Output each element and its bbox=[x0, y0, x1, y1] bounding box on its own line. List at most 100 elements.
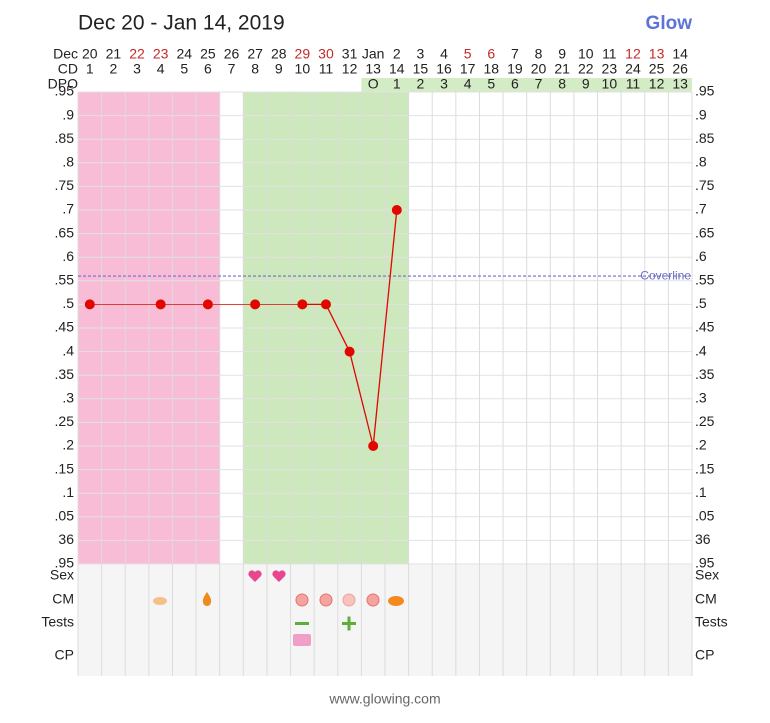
x-tick-label: 27 bbox=[247, 46, 263, 62]
cd-label: 24 bbox=[625, 61, 641, 77]
event-row-label: CM bbox=[52, 591, 74, 607]
y-tick-label-right: .25 bbox=[695, 413, 715, 429]
cd-label: 13 bbox=[365, 61, 381, 77]
temp-point bbox=[344, 346, 355, 357]
dpo-label: 3 bbox=[440, 76, 448, 92]
cm-icon bbox=[342, 593, 356, 607]
cd-label: 11 bbox=[319, 61, 334, 77]
y-tick-label-right: .8 bbox=[695, 154, 707, 170]
test-negative bbox=[295, 622, 309, 625]
cd-label: 19 bbox=[507, 61, 523, 77]
cd-label: 17 bbox=[460, 61, 476, 77]
y-tick-label-right: 36 bbox=[695, 531, 711, 547]
dpo-label: 8 bbox=[558, 76, 566, 92]
grid bbox=[77, 78, 693, 676]
chart-title: Dec 20 - Jan 14, 2019 bbox=[78, 12, 285, 35]
x-tick-label: 31 bbox=[342, 46, 358, 62]
y-tick-label-right: .95 bbox=[695, 555, 715, 571]
y-tick-label-right: .75 bbox=[695, 177, 715, 193]
y-tick-label: .65 bbox=[55, 224, 75, 240]
cd-label: 3 bbox=[133, 61, 141, 77]
x-tick-label: 12 bbox=[625, 46, 641, 62]
temp-segment bbox=[348, 351, 374, 447]
row-label: CD bbox=[58, 61, 78, 77]
y-tick-label-right: .05 bbox=[695, 508, 715, 524]
brand: Glow bbox=[646, 13, 693, 34]
cd-label: 8 bbox=[251, 61, 259, 77]
temp-point bbox=[155, 299, 166, 310]
y-tick-label: .45 bbox=[55, 319, 75, 335]
y-tick-label-right: .4 bbox=[695, 342, 707, 358]
cm-icon bbox=[295, 593, 309, 607]
dpo-label: 5 bbox=[487, 76, 495, 92]
x-tick-label: 29 bbox=[295, 46, 311, 62]
y-tick-label: .6 bbox=[62, 248, 74, 264]
y-tick-label: .85 bbox=[55, 130, 75, 146]
dpo-label: 12 bbox=[649, 76, 665, 92]
cd-label: 21 bbox=[554, 61, 570, 77]
y-tick-label: .8 bbox=[62, 154, 74, 170]
y-tick-label: .75 bbox=[55, 177, 75, 193]
row-label: DPO bbox=[48, 76, 78, 92]
x-tick-label: 23 bbox=[153, 46, 169, 62]
cd-label: 9 bbox=[275, 61, 283, 77]
temp-point bbox=[250, 299, 261, 310]
y-tick-label-right: .35 bbox=[695, 366, 715, 382]
temp-point bbox=[84, 299, 95, 310]
y-tick-label-right: .1 bbox=[695, 484, 707, 500]
x-tick-label: Jan bbox=[362, 46, 385, 62]
dpo-label: 10 bbox=[602, 76, 618, 92]
x-tick-label: 2 bbox=[393, 46, 401, 62]
temp-segment bbox=[325, 304, 351, 352]
cm-icon bbox=[202, 592, 212, 606]
y-tick-label-right: .85 bbox=[695, 130, 715, 146]
cd-label: 12 bbox=[342, 61, 358, 77]
y-tick-label: .2 bbox=[62, 437, 74, 453]
dpo-label: 13 bbox=[672, 76, 688, 92]
sex-icon bbox=[248, 570, 262, 582]
x-tick-label: 6 bbox=[487, 46, 495, 62]
x-tick-label: 9 bbox=[558, 46, 566, 62]
y-tick-label: .55 bbox=[55, 272, 75, 288]
dpo-label: 4 bbox=[464, 76, 472, 92]
test-positive bbox=[347, 616, 351, 631]
temp-point bbox=[391, 205, 402, 215]
dpo-label: 2 bbox=[417, 76, 425, 92]
y-tick-label-right: .15 bbox=[695, 460, 715, 476]
x-tick-label: 25 bbox=[200, 46, 216, 62]
x-tick-label: 26 bbox=[224, 46, 240, 62]
dpo-label: 6 bbox=[511, 76, 519, 92]
x-tick-label: 22 bbox=[129, 46, 145, 62]
dpo-band bbox=[361, 78, 692, 92]
x-tick-label: 8 bbox=[535, 46, 543, 62]
x-tick-label: 21 bbox=[106, 46, 122, 62]
y-tick-label-right: .95 bbox=[695, 83, 715, 99]
y-tick-label-right: .6 bbox=[695, 248, 707, 264]
y-tick-label-right: .55 bbox=[695, 272, 715, 288]
event-row-label-right: CM bbox=[695, 591, 717, 607]
cd-label: 20 bbox=[531, 61, 547, 77]
cd-label: 10 bbox=[295, 61, 311, 77]
row-label: Dec bbox=[53, 46, 78, 62]
cd-label: 2 bbox=[110, 61, 118, 77]
dpo-label: O bbox=[368, 76, 379, 92]
temp-point bbox=[320, 299, 331, 310]
dpo-label: 1 bbox=[393, 76, 401, 92]
cd-label: 4 bbox=[157, 61, 165, 77]
y-tick-label: .35 bbox=[55, 366, 75, 382]
event-row-label-right: Sex bbox=[695, 567, 719, 583]
x-tick-label: 14 bbox=[672, 46, 688, 62]
cd-label: 15 bbox=[413, 61, 429, 77]
cp-icon bbox=[293, 634, 311, 646]
x-tick-label: 30 bbox=[318, 46, 334, 62]
y-tick-label: .15 bbox=[55, 460, 75, 476]
cd-label: 22 bbox=[578, 61, 594, 77]
y-tick-label: .7 bbox=[62, 201, 74, 217]
x-tick-label: 3 bbox=[417, 46, 425, 62]
temp-point bbox=[368, 441, 379, 451]
x-tick-label: 11 bbox=[602, 46, 617, 62]
event-row-label: Sex bbox=[50, 567, 74, 583]
y-tick-label: .5 bbox=[62, 295, 74, 311]
cd-label: 26 bbox=[672, 61, 688, 77]
cd-label: 16 bbox=[436, 61, 452, 77]
